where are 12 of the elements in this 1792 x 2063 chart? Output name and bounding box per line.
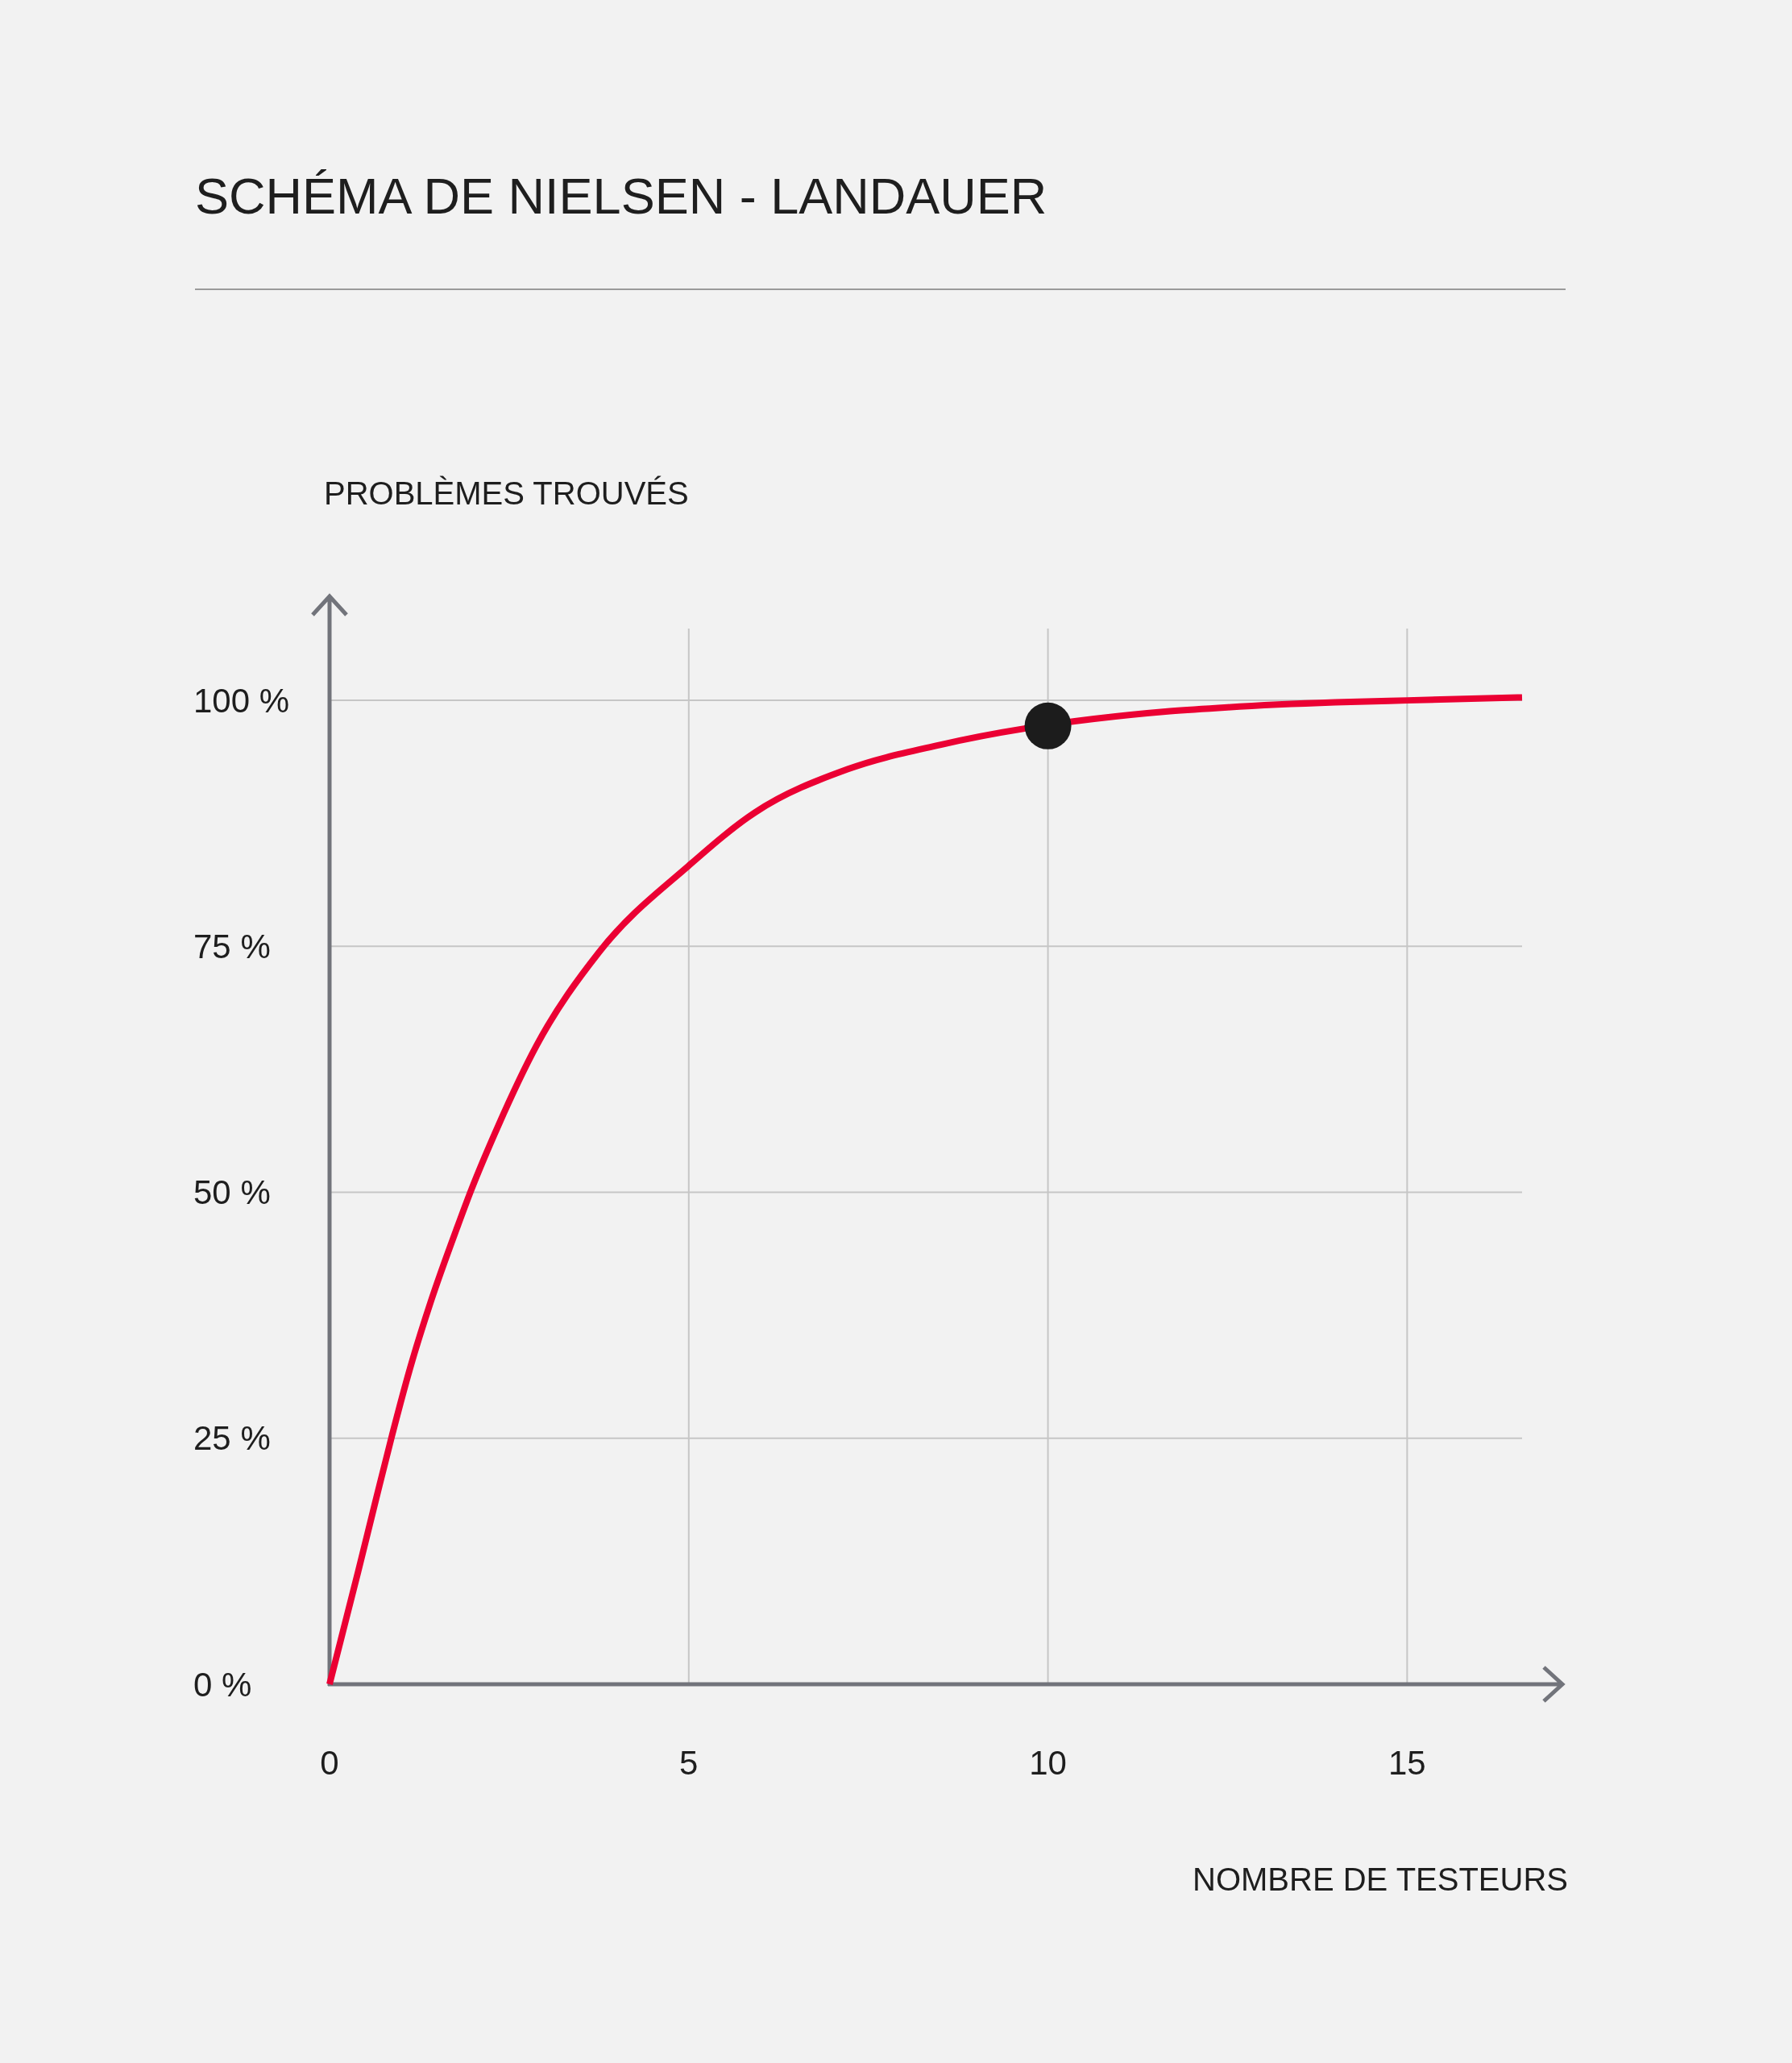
- y-tick-label: 25 %: [193, 1419, 271, 1458]
- y-tick-label: 100 %: [193, 681, 290, 720]
- y-tick-label: 75 %: [193, 927, 271, 965]
- y-tick-label: 0 %: [193, 1665, 252, 1704]
- x-tick-label: 5: [679, 1743, 699, 1782]
- y-tick-label: 50 %: [193, 1173, 271, 1212]
- x-axis-title: NOMBRE DE TESTEURS: [1193, 1862, 1568, 1897]
- x-tick-label: 15: [1388, 1743, 1426, 1782]
- y-axis-title: PROBLÈMES TROUVÉS: [324, 475, 689, 511]
- x-tick-label: 0: [320, 1743, 339, 1782]
- x-tick-label: 10: [1029, 1743, 1067, 1782]
- chart-title: SCHÉMA DE NIELSEN - LANDAUER: [195, 168, 1047, 224]
